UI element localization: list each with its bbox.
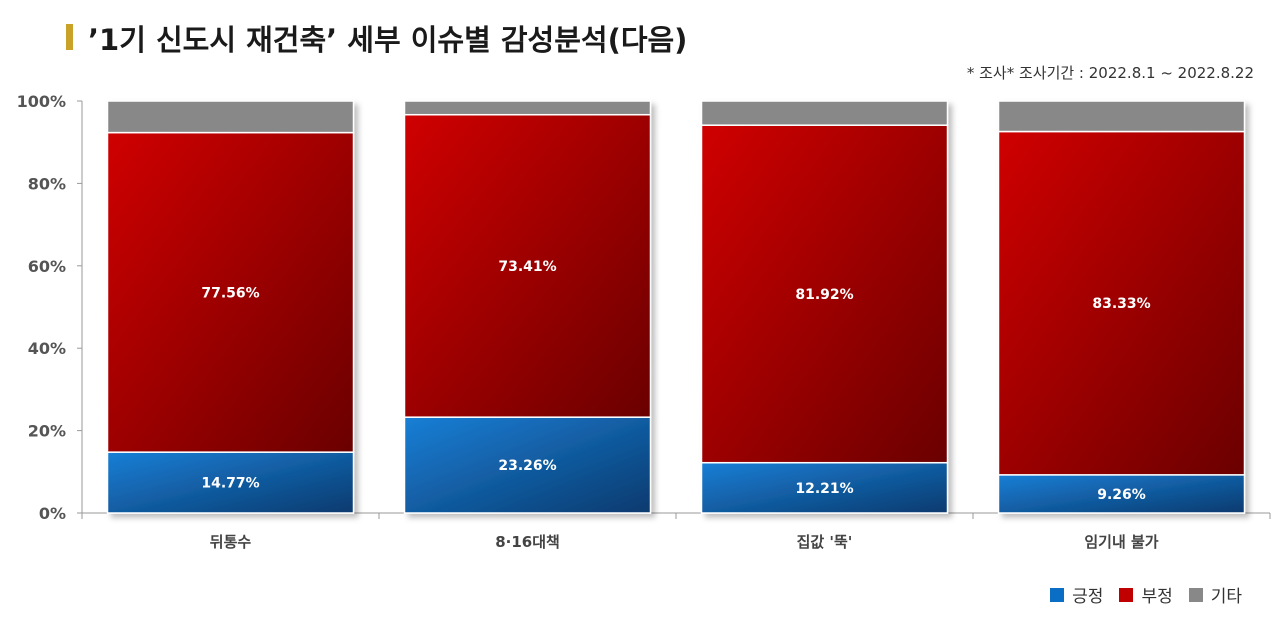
data-label: 12.21% [795, 481, 853, 497]
data-label: 23.26% [498, 458, 556, 474]
chart-title: ’1기 신도시 재건축’ 세부 이슈별 감성분석(다음) [88, 23, 688, 57]
legend-item-other: 기타 [1188, 582, 1242, 607]
legend-swatch-negative [1119, 587, 1134, 602]
bar-segment-positive [700, 461, 949, 514]
data-label: 81.92% [795, 287, 853, 303]
bars-group: 14.77% 77.56% 23.26% 73.41% 12.21% 81.92% 9.26… [106, 100, 1246, 514]
y-tick-label: 100% [17, 92, 66, 111]
survey-period-note: * 조사* 조사기간 : 2022.8.1 ~ 2022.8.22 [966, 64, 1254, 82]
title-accent-bar [66, 24, 73, 50]
y-tick-label: 0% [39, 504, 66, 523]
bar-segment-other [997, 100, 1246, 133]
data-label: 83.33% [1092, 296, 1150, 312]
x-category-label: 집값 '뚝' [797, 533, 853, 551]
bar-segment-other [403, 100, 652, 116]
data-label: 9.26% [1097, 487, 1146, 503]
data-label: 73.41% [498, 259, 556, 275]
bar-segment-negative [997, 130, 1246, 476]
legend-label-negative: 부정 [1141, 587, 1173, 607]
bar-segment-other [106, 100, 355, 134]
legend-item-negative: 부정 [1119, 582, 1173, 607]
bar-stack [700, 100, 949, 514]
x-category-label: 뒤통수 [210, 533, 252, 551]
y-tick-label: 60% [28, 257, 66, 276]
bar-segment-positive [997, 474, 1246, 514]
y-tick-label: 80% [28, 174, 66, 193]
legend-label-positive: 긍정 [1072, 587, 1104, 607]
y-tick-label: 20% [28, 422, 66, 441]
y-axis: 0% 20% 40% 60% 80% 100% [17, 92, 83, 523]
legend-item-positive: 긍정 [1050, 582, 1103, 607]
legend-swatch-positive [1050, 587, 1065, 602]
data-label: 77.56% [201, 285, 259, 301]
bar-segment-negative [700, 124, 949, 464]
bar-segment-other [700, 100, 949, 126]
bar-stack [997, 100, 1246, 514]
y-tick-label: 40% [28, 339, 66, 358]
x-axis: 뒤통수 8·16대책 집값 '뚝' 임기내 불가 [81, 512, 1271, 551]
legend: 긍정 부정 기타 [1050, 582, 1242, 607]
x-category-label: 8·16대책 [495, 533, 560, 551]
bar-segment-negative [403, 113, 652, 418]
bar-stack [403, 100, 652, 514]
legend-label-other: 기타 [1210, 587, 1242, 607]
data-label: 14.77% [201, 476, 259, 492]
bar-segment-negative [106, 131, 355, 453]
legend-swatch-other [1188, 587, 1203, 602]
x-category-label: 임기내 불가 [1084, 533, 1158, 551]
bar-stack [106, 100, 355, 514]
